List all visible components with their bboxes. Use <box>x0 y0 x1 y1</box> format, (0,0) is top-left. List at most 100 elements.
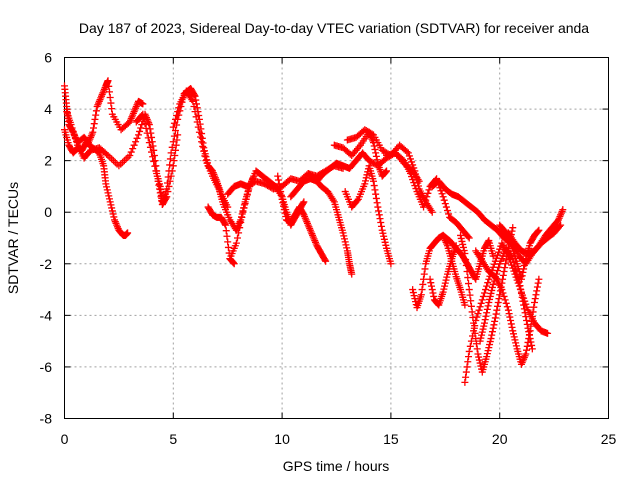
data-point <box>461 378 469 386</box>
data-point <box>426 275 434 283</box>
data-point <box>170 119 178 127</box>
data-point <box>102 180 110 188</box>
data-point <box>485 344 493 352</box>
data-point <box>340 232 348 240</box>
data-point <box>464 358 472 366</box>
data-point <box>467 297 475 305</box>
data-point <box>168 143 176 151</box>
data-point <box>469 332 476 340</box>
data-point <box>403 148 411 156</box>
data-point <box>488 286 496 294</box>
data-point <box>518 272 526 280</box>
data-point <box>474 350 482 358</box>
data-point <box>489 324 497 332</box>
data-point <box>535 226 543 234</box>
data-point <box>461 301 469 309</box>
data-point <box>167 149 175 157</box>
data-point <box>237 219 245 227</box>
data-point <box>487 289 495 297</box>
data-point <box>520 294 528 302</box>
data-point <box>462 373 470 381</box>
data-point <box>521 309 529 317</box>
data-point <box>276 184 284 192</box>
data-point <box>166 155 174 163</box>
data-point <box>557 221 565 229</box>
data-point <box>377 222 385 230</box>
data-point <box>485 298 493 306</box>
grid-lines <box>64 57 609 419</box>
data-point <box>494 302 502 310</box>
data-point <box>472 317 480 325</box>
data-point <box>189 97 197 105</box>
data-point <box>105 195 113 203</box>
data-point <box>299 210 307 218</box>
data-point <box>502 299 510 307</box>
data-point <box>438 190 446 198</box>
x-axis-label: GPS time / hours <box>283 458 390 474</box>
data-point <box>461 249 469 257</box>
data-point <box>106 198 114 206</box>
data-point <box>559 206 567 214</box>
data-point <box>381 238 389 246</box>
data-point <box>408 158 416 166</box>
data-point <box>420 275 428 283</box>
data-point <box>524 324 532 332</box>
data-point <box>478 331 486 339</box>
data-point <box>353 197 361 205</box>
data-point <box>409 176 417 184</box>
data-point <box>104 189 112 197</box>
data-point <box>343 244 351 252</box>
data-point <box>235 229 243 237</box>
data-point <box>529 308 537 316</box>
data-point <box>199 142 207 150</box>
data-point <box>130 141 138 149</box>
data-point <box>142 124 150 132</box>
data-point <box>523 342 531 350</box>
data-point <box>481 316 489 324</box>
data-point <box>127 148 135 156</box>
data-point <box>221 220 229 228</box>
data-point <box>473 345 481 353</box>
data-point <box>195 128 203 136</box>
data-point <box>480 289 488 297</box>
data-point <box>504 233 512 241</box>
data-point <box>192 113 200 121</box>
data-point <box>487 335 495 343</box>
data-point <box>488 283 496 291</box>
data-point <box>508 323 516 331</box>
series-sat-b <box>61 77 147 147</box>
data-point <box>190 102 198 110</box>
data-point <box>519 268 527 276</box>
data-point <box>282 213 290 221</box>
data-point <box>411 182 419 190</box>
data-point <box>441 279 449 287</box>
data-point <box>488 331 496 339</box>
data-point <box>520 305 528 313</box>
data-point <box>419 280 427 288</box>
data-point <box>67 121 75 129</box>
data-point <box>126 151 134 159</box>
data-point <box>507 320 515 328</box>
data-point <box>372 152 380 160</box>
data-point <box>243 191 251 199</box>
data-point <box>510 333 518 341</box>
data-point <box>470 327 478 335</box>
data-point <box>406 155 414 163</box>
data-point <box>499 289 507 297</box>
data-point <box>174 131 182 139</box>
data-point <box>339 229 347 237</box>
data-point <box>528 341 536 349</box>
data-point <box>471 274 479 282</box>
data-point <box>149 153 157 161</box>
data-point <box>429 289 437 297</box>
data-point <box>377 219 385 227</box>
data-point <box>144 134 152 142</box>
series-sat-q <box>409 231 469 312</box>
data-point <box>376 215 384 223</box>
data-point <box>146 143 154 151</box>
data-point <box>104 77 112 85</box>
data-point <box>485 275 493 283</box>
x-tick-label: 20 <box>492 431 508 447</box>
data-point <box>280 202 288 210</box>
data-point <box>138 121 146 129</box>
